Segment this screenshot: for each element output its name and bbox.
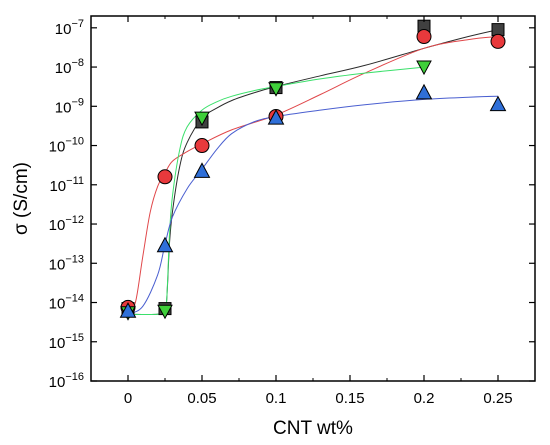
- triangle-up-marker: [489, 95, 507, 112]
- x-axis-title: CNT wt%: [273, 418, 353, 439]
- fit-curve-circle: [127, 36, 499, 312]
- y-tick-label: 10−9: [55, 96, 84, 116]
- y-axis-title: σ (S/cm): [11, 162, 32, 235]
- x-tick-label: 0.2: [414, 390, 435, 407]
- triangle-up-marker: [267, 109, 285, 125]
- y-tick-label: 10−7: [55, 18, 84, 38]
- y-axis: 10−16 10−15 10−14 10−13 10−12 10−11 10−10 10−9 1…: [49, 18, 535, 391]
- x-tick-label: 0.15: [335, 390, 364, 407]
- fit-curve-triangle-up: [127, 95, 499, 315]
- x-tick-label: 0.05: [187, 390, 216, 407]
- y-tick-label: 10−11: [49, 175, 84, 195]
- triangle-down-marker: [194, 111, 210, 127]
- triangle-up-marker: [193, 162, 211, 178]
- plot-frame: [90, 15, 536, 382]
- circle-marker: [490, 33, 506, 49]
- square-marker: [491, 23, 505, 37]
- fit-curve-triangle-down: [127, 66, 425, 316]
- x-axis: 0 0.05 0.1 0.15 0.2 0.25: [124, 16, 513, 407]
- triangle-up-marker: [415, 83, 433, 100]
- y-tick-label: 10−10: [49, 136, 84, 156]
- circle-marker: [416, 29, 432, 45]
- triangle-down-marker: [416, 60, 432, 76]
- triangle-down-marker: [268, 82, 284, 97]
- fit-curves: [127, 29, 499, 316]
- data-markers: [119, 19, 507, 321]
- triangle-up-marker: [156, 236, 174, 253]
- y-tick-label: 10−14: [49, 293, 84, 313]
- circle-marker: [157, 169, 173, 185]
- x-tick-label: 0.1: [266, 390, 287, 407]
- circle-marker: [194, 138, 210, 154]
- y-tick-label: 10−16: [49, 371, 84, 391]
- triangle-up-marker: [119, 302, 137, 318]
- fit-curve-square: [127, 29, 499, 316]
- y-tick-label: 10−8: [55, 57, 84, 77]
- triangle-down-marker: [157, 304, 173, 320]
- y-tick-label: 10−13: [49, 253, 84, 273]
- y-tick-label: 10−15: [49, 332, 84, 352]
- x-tick-label: 0.25: [483, 390, 512, 407]
- y-tick-label: 10−12: [49, 214, 84, 234]
- x-tick-label: 0: [124, 390, 132, 407]
